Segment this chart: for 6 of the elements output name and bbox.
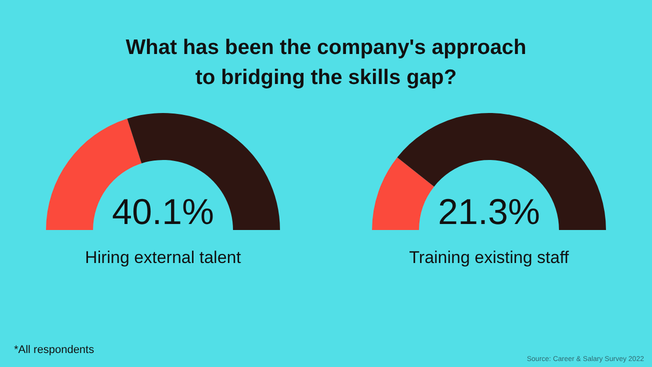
text: *All respondents (14, 344, 95, 356)
text: What has been the company's approach to bridging the skills gap? (126, 36, 526, 89)
text: 21.3% (438, 191, 540, 232)
text: 40.1% (112, 191, 214, 232)
text: Training existing staff (409, 248, 570, 267)
text: Hiring external talent (85, 248, 242, 267)
